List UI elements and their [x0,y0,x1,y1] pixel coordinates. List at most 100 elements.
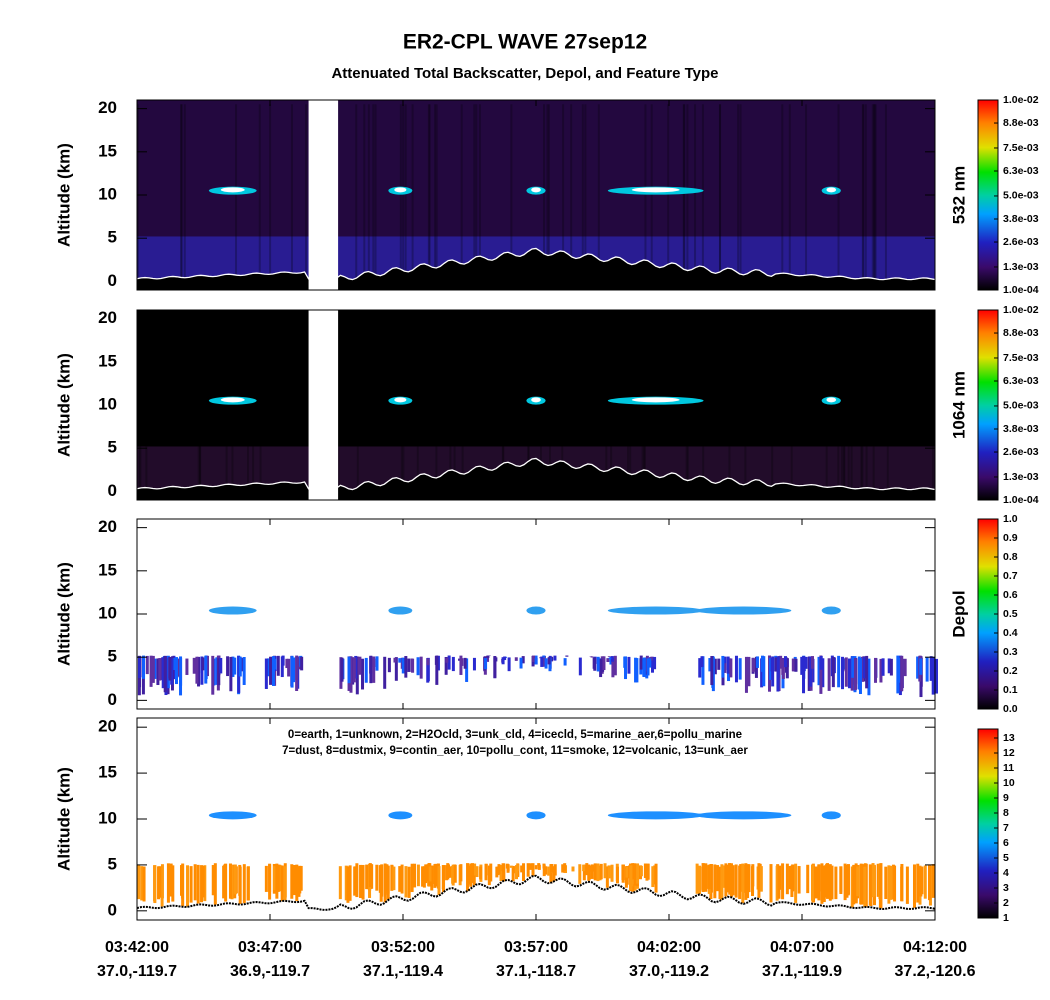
feature-column [553,655,557,661]
feature-column [698,658,702,678]
cloud [821,811,841,820]
colorbar-tick-label: 2 [1003,897,1009,909]
feature-column [300,656,304,671]
feature-column [774,657,778,672]
colorbar-tick-label: 8.8e-03 [1003,327,1039,339]
feature-column [471,863,475,884]
feature-column [200,865,204,903]
subtitle: Attenuated Total Backscatter, Depol, and… [331,65,718,82]
feature-column [463,657,467,669]
streak [510,104,513,282]
feature-column [602,656,606,671]
streak [561,314,564,492]
feature-column [520,865,524,873]
feature-column [867,658,871,696]
cloud [695,811,792,820]
feature-column [654,863,658,893]
y-axis-label: Altitude (km) [54,562,73,666]
feature-column [421,866,425,887]
y-tick-label: 0 [108,271,117,290]
feature-column [879,866,883,905]
feature-column [295,864,299,901]
feature-column [436,655,440,671]
feature-column [881,658,885,676]
feature-column [653,656,657,670]
streak [562,104,565,282]
colorbar-tick-label: 4 [1003,867,1009,879]
streak [737,104,740,282]
feature-column [561,864,565,873]
colorbar-label: 532 nm [949,166,968,225]
feature-column [479,866,483,880]
feature-column [806,864,810,894]
feature-column [887,865,891,904]
feature-column [531,655,535,662]
feature-column [448,866,452,878]
colorbar-tick-label: 0.2 [1003,665,1018,677]
streak [739,104,742,282]
feature-column [398,658,402,663]
y-tick-label: 10 [98,184,117,203]
feature-column [846,864,850,895]
colorbar-tick-label: 5.0e-03 [1003,400,1039,412]
feature-column [726,656,730,674]
feature-column [814,866,818,899]
streak [862,104,865,282]
feature-column [624,656,628,680]
feature-column [778,865,782,890]
streak [860,314,863,492]
feature-column [433,864,437,888]
feature-column [711,657,715,692]
feature-column [503,656,507,661]
cloud [208,811,257,820]
feature-column [351,657,355,685]
y-tick-label: 5 [108,228,117,247]
feature-column [863,866,867,907]
feature-column [759,866,763,892]
streak [873,104,876,282]
feature-column [896,655,900,694]
feature-column [893,865,897,902]
feature-column [837,655,841,688]
feature-column [859,863,863,905]
streak [374,104,377,282]
feature-column [809,656,813,687]
feature-column [607,865,611,879]
feature-column [175,657,179,685]
feature-column [459,864,463,882]
cloud-core [826,397,837,403]
feature-column [613,655,617,676]
feature-column [292,657,296,683]
feature-column [192,657,196,674]
feature-column [713,658,717,675]
feature-column [563,658,567,666]
feature-column [610,864,614,882]
feature-column [156,658,160,686]
colorbar-tick-label: 9 [1003,792,1009,804]
streak [363,104,366,282]
feature-column [717,658,721,670]
feature-column [160,866,164,907]
feature-column [514,657,518,661]
feature-column [359,864,363,899]
feature-column [779,655,783,669]
feature-column [372,656,376,683]
feature-column [874,657,878,683]
feature-column [636,864,640,884]
cloud-core [631,397,680,403]
feature-column [817,864,821,892]
feature-column [634,657,638,683]
feature-column [269,656,273,685]
streak [428,104,431,282]
streak [584,104,587,282]
streak [258,104,261,282]
feature-column [776,656,780,678]
feature-column [413,863,417,888]
colorbar-tick-label: 8 [1003,807,1009,819]
feature-column [361,864,365,900]
feature-column [633,863,637,886]
feature-column [173,657,177,671]
feature-column [887,658,891,674]
feature-column [769,657,773,680]
cloud-core [394,187,407,193]
